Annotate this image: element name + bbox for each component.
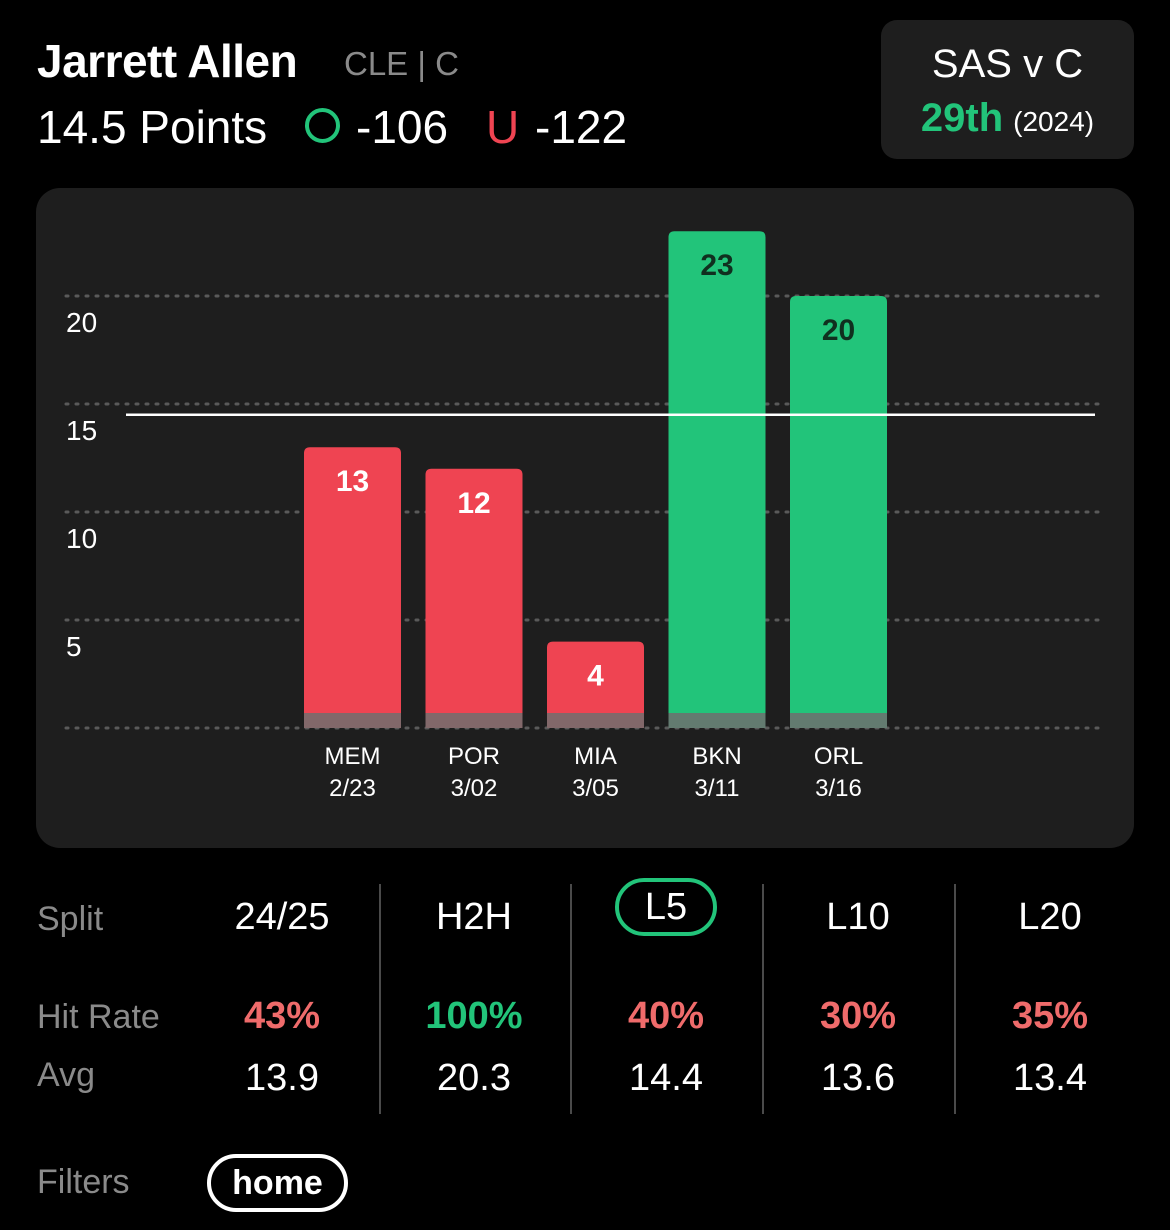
avg-value: 13.9 — [245, 1057, 319, 1099]
x-date-label: 3/11 — [695, 775, 740, 802]
split-tab-label: L20 — [1018, 896, 1082, 938]
avg-value: 13.6 — [821, 1057, 895, 1099]
y-tick-label: 5 — [66, 631, 82, 662]
hit-rate-value: 40% — [627, 995, 705, 1037]
x-category-label: MEM — [325, 743, 381, 770]
column-divider — [379, 884, 381, 1114]
x-category-label: BKN — [692, 743, 741, 770]
filter-chip-home[interactable]: home — [207, 1154, 348, 1212]
over-odds[interactable]: -106 — [356, 101, 449, 153]
split-tab-label: L10 — [826, 896, 890, 938]
bar-bkn — [668, 231, 766, 728]
split-tab-l5[interactable]: L5 — [571, 878, 761, 936]
bar-value-label: 20 — [822, 314, 855, 347]
bar-base — [425, 713, 523, 728]
bar-base — [304, 713, 401, 728]
y-tick-label: 15 — [66, 415, 97, 446]
y-tick-label: 10 — [66, 523, 97, 554]
hit-rate-value: 100% — [425, 995, 523, 1037]
column-divider — [570, 884, 572, 1114]
filters-label: Filters — [37, 1163, 130, 1201]
hit-rate-value: 35% — [1011, 995, 1089, 1037]
matchup-title: SAS v C — [931, 42, 1084, 86]
bar-mem — [304, 447, 401, 728]
team-position: CLE | C — [344, 45, 459, 82]
split-tab-l10[interactable]: L10 — [763, 896, 953, 939]
split-tab-season[interactable]: 24/25 — [187, 896, 377, 939]
split-row-label: Split — [37, 900, 104, 938]
hit-rate-value: 30% — [819, 995, 897, 1037]
avg-value: 13.4 — [1013, 1057, 1087, 1099]
bar-orl — [790, 296, 887, 728]
player-name: Jarrett Allen — [37, 35, 298, 87]
x-category-label: ORL — [814, 743, 863, 770]
over-circle-icon — [305, 108, 340, 143]
chart-panel: 5 10 15 20 13 MEM 2/23 12 POR 3/02 4 MIA 3/05 23 BKN 3/… — [36, 188, 1134, 848]
split-tab-l20[interactable]: L20 — [955, 896, 1145, 939]
bar-base — [790, 713, 887, 728]
x-date-label: 3/05 — [572, 775, 619, 802]
matchup-rank-row: 29th (2024) — [881, 96, 1134, 141]
matchup-year: (2024) — [1013, 106, 1095, 137]
column-divider — [954, 884, 956, 1114]
bar-base — [547, 713, 644, 728]
x-category-label: POR — [448, 743, 500, 770]
y-tick-label: 20 — [66, 307, 97, 338]
bar-por — [425, 468, 523, 728]
under-letter: U — [486, 101, 520, 153]
x-date-label: 3/02 — [451, 775, 498, 802]
x-date-label: 3/16 — [815, 775, 862, 802]
x-date-label: 2/23 — [329, 775, 376, 802]
split-tab-label-selected: L5 — [614, 878, 718, 936]
under-odds[interactable]: -122 — [535, 101, 628, 153]
avg-value: 20.3 — [437, 1057, 511, 1099]
split-tab-label: 24/25 — [234, 896, 330, 938]
split-tab-label: H2H — [435, 896, 513, 938]
bar-value-label: 12 — [457, 487, 490, 520]
bar-base — [668, 713, 766, 728]
bar-chart: 5 10 15 20 13 MEM 2/23 12 POR 3/02 4 MIA 3/05 23 BKN 3/… — [64, 231, 1103, 802]
split-tab-h2h[interactable]: H2H — [379, 896, 569, 939]
hit-rate-value: 43% — [243, 995, 321, 1037]
prop-line-label: 14.5 Points — [37, 101, 268, 153]
avg-row-label: Avg — [37, 1056, 95, 1094]
matchup-rank: 29th — [920, 96, 1004, 140]
bar-value-label: 13 — [336, 465, 369, 498]
x-category-label: MIA — [574, 743, 617, 770]
avg-value: 14.4 — [629, 1057, 703, 1099]
bar-value-label: 4 — [587, 660, 604, 693]
matchup-card[interactable]: SAS v C 29th (2024) — [881, 20, 1134, 159]
bar-mia — [547, 641, 644, 728]
hit-rate-row-label: Hit Rate — [37, 998, 160, 1036]
column-divider — [762, 884, 764, 1114]
bar-value-label: 23 — [700, 249, 733, 282]
